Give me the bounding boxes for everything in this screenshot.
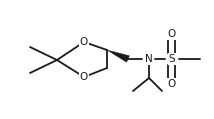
Text: S: S [169, 54, 175, 64]
Text: O: O [80, 37, 88, 47]
Text: N: N [145, 54, 153, 64]
Text: O: O [80, 72, 88, 82]
Text: O: O [168, 29, 176, 39]
Text: O: O [168, 79, 176, 89]
Polygon shape [107, 50, 129, 62]
